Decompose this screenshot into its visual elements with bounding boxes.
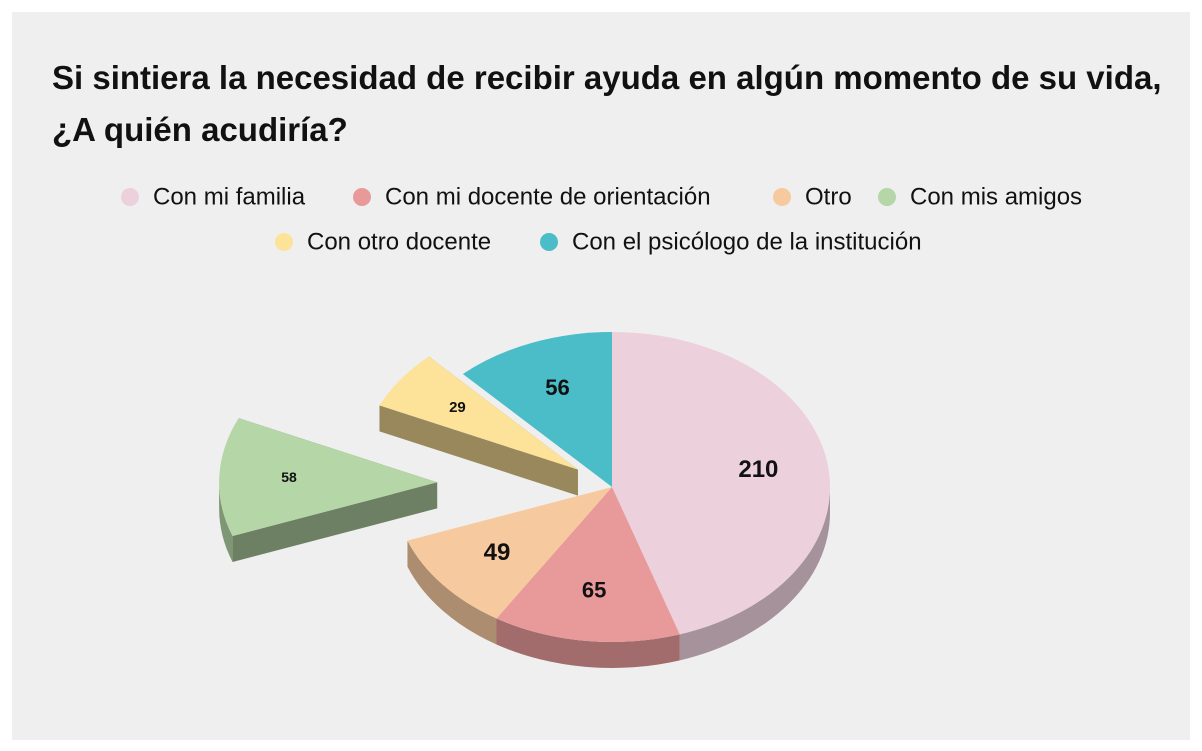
legend-label: Con otro docente — [307, 228, 491, 255]
legend-label: Otro — [805, 183, 852, 210]
slice — [379, 356, 578, 470]
chart-title: Si sintiera la necesidad de recibir ayud… — [52, 59, 1162, 148]
slice-wall — [679, 487, 830, 661]
data-label: 65 — [582, 577, 606, 602]
legend-swatch — [540, 233, 558, 251]
data-label: 29 — [449, 399, 466, 416]
data-label: 49 — [484, 539, 511, 566]
slice — [462, 332, 612, 487]
slice — [612, 332, 830, 635]
data-label: 56 — [545, 375, 569, 400]
legend-label: Con el psicólogo de la institución — [572, 228, 922, 255]
legend-swatch — [773, 188, 791, 206]
data-label: 210 — [738, 456, 778, 483]
legend-swatch — [878, 188, 896, 206]
slice — [496, 487, 680, 642]
slice-wall — [219, 482, 233, 563]
slice-side — [379, 405, 578, 496]
legend-label: Con mi docente de orientación — [385, 183, 711, 210]
slice — [407, 487, 612, 619]
slice-wall — [496, 618, 680, 668]
legend-swatch — [275, 233, 293, 251]
legend-label: Con mis amigos — [910, 183, 1082, 210]
slice — [219, 418, 438, 537]
legend-swatch — [121, 188, 139, 206]
slice-side — [232, 482, 438, 563]
legend-swatch — [353, 188, 371, 206]
data-label: 58 — [281, 469, 297, 485]
slice-wall — [407, 540, 497, 645]
legend-label: Con mi familia — [153, 183, 306, 210]
